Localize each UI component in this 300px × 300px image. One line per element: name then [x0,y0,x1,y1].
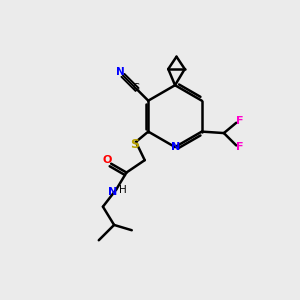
Text: C: C [132,83,139,93]
Text: F: F [236,142,244,152]
Text: S: S [130,138,139,151]
Text: O: O [102,154,112,165]
Text: F: F [236,116,244,126]
Text: H: H [119,185,127,195]
Text: N: N [116,68,124,77]
Text: N: N [171,142,180,152]
Text: N: N [108,187,117,197]
